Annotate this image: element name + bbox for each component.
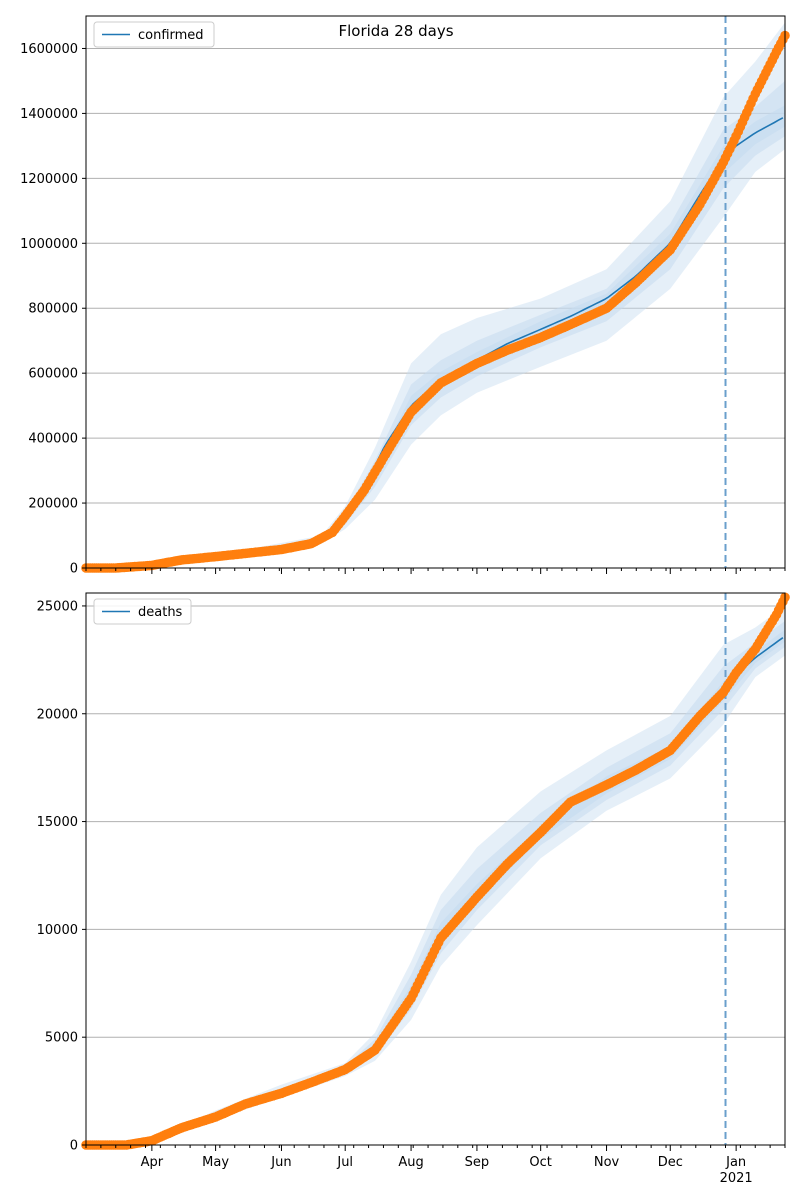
confirmed-legend-label: confirmed [138,28,204,43]
x-month-label: Apr [141,1155,164,1170]
deaths-y-tick-label: 25000 [37,599,78,614]
x-year-label: 2021 [720,1171,753,1186]
x-month-label: Jun [270,1155,291,1170]
x-month-label: Aug [398,1155,423,1170]
deaths-axes-frame [85,592,786,1146]
confirmed-observed-points [81,30,790,573]
confirmed-uncertainty-bands [86,22,785,569]
confirmed-x-ticks [85,568,786,574]
deaths-frame [85,592,786,1146]
x-month-label: Jul [336,1155,353,1170]
figure-title: Florida 28 days [338,22,453,40]
deaths-legend: deaths [93,598,192,625]
confirmed-legend-box [93,21,215,48]
x-month-label: Sep [465,1155,490,1170]
confirmed-y-tick-label: 200000 [28,497,78,512]
confirmed-y-tick-label: 0 [70,562,78,577]
x-month-label: Jan [725,1155,746,1170]
confirmed-y-tick-label: 800000 [28,302,78,317]
deaths-legend-label: deaths [138,605,183,620]
confirmed-panel: 0 200000 400000 600000 800000 1000000 1200000 1… [20,15,790,577]
confirmed-y-tick-label: 400000 [28,432,78,447]
deaths-panel: 0 5000 10000 15000 20000 25000 Apr May Jun Jul Au… [37,592,790,1186]
deaths-y-tick-label: 15000 [37,815,78,830]
deaths-y-tick-label: 20000 [37,707,78,722]
deaths-band-outer [86,605,785,1145]
confirmed-axes-frame [85,15,786,569]
confirmed-y-tick-label: 1600000 [20,42,78,57]
confirmed-y-axis: 0 200000 400000 600000 800000 1000000 1200000 1… [20,42,86,577]
confirmed-y-tick-label: 1000000 [20,237,78,252]
deaths-legend-box [93,598,192,625]
deaths-y-axis: 0 5000 10000 15000 20000 25000 [37,599,86,1154]
deaths-y-tick-label: 10000 [37,923,78,938]
confirmed-y-tick-label: 1200000 [20,172,78,187]
deaths-y-tick-label: 0 [70,1139,78,1154]
confirmed-y-tick-label: 1400000 [20,107,78,122]
confirmed-legend: confirmed [93,21,215,48]
x-month-label: Oct [529,1155,551,1170]
confirmed-frame [85,15,786,569]
deaths-y-tick-label: 5000 [45,1031,78,1046]
x-month-label: May [202,1155,229,1170]
deaths-x-ticks [85,1145,786,1151]
x-month-label: Nov [594,1155,620,1170]
deaths-uncertainty-bands [86,605,785,1145]
confirmed-y-tick-label: 600000 [28,367,78,382]
x-month-label: Dec [658,1155,683,1170]
confirmed-band-outer [86,22,785,568]
deaths-observed-points [81,592,790,1150]
